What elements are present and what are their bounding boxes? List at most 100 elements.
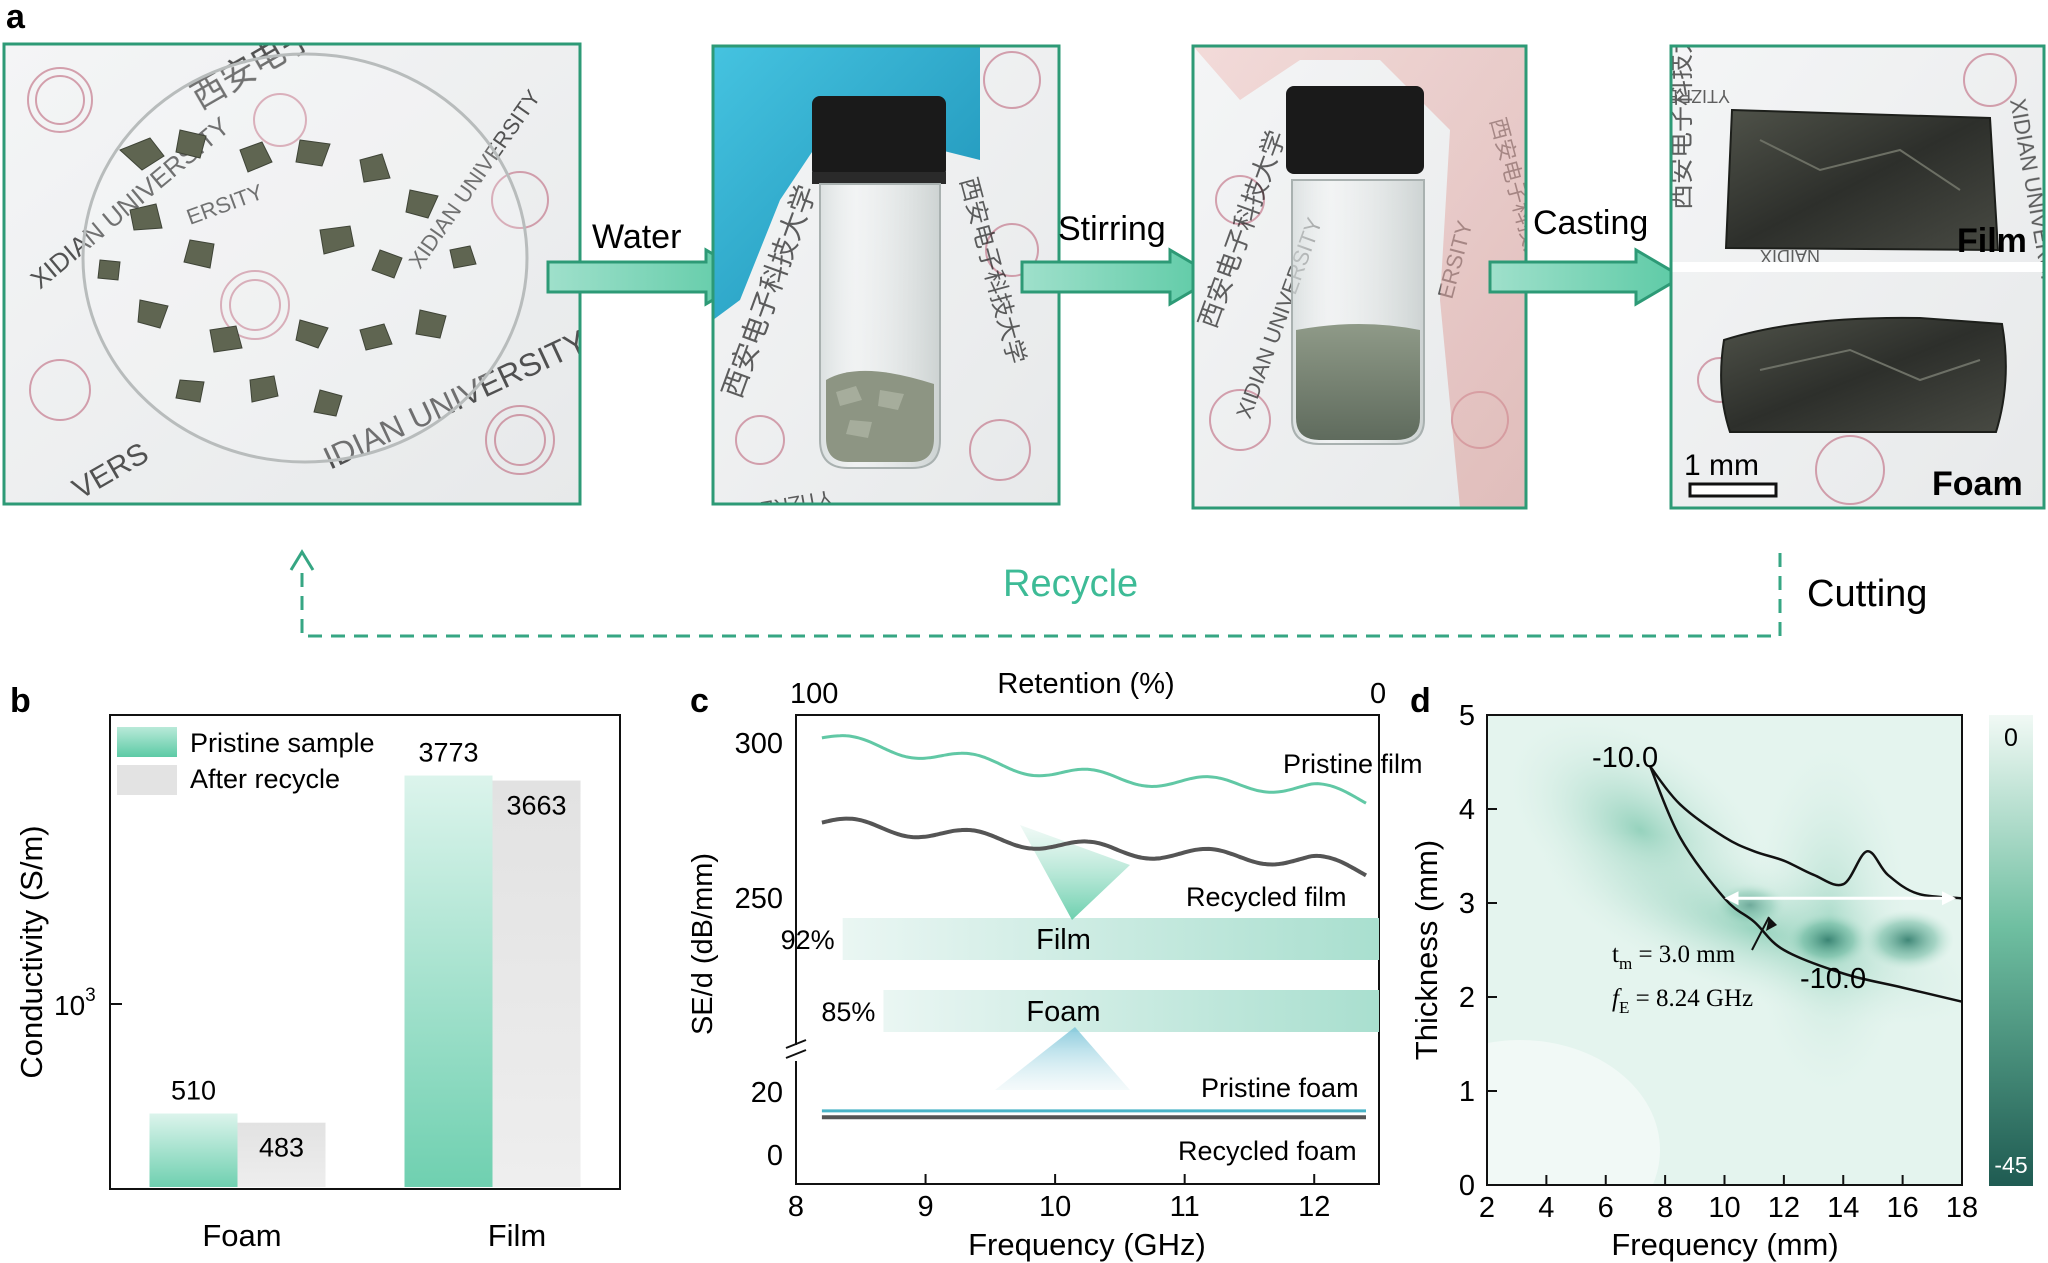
bar-foam-series-0 [149,1113,238,1187]
chart-b-ylabel: Conductivity (S/m) [14,825,49,1078]
heatmap-field [1487,715,1962,1185]
arrow-label-casting: Casting [1533,204,1648,242]
process-arrow-stirring: Stirring [1020,210,1219,307]
annotation-frequency: fE = 8.24 GHz [1612,985,1753,1017]
retention-bar-label: Film [1036,924,1091,956]
x-tick-label: 6 [1598,1192,1614,1224]
photo-vial-with-slurry: 西安电子科技大学 XIDIAN UNIVERSITY 西安电子科技大学 ERSI… [1191,44,1528,510]
panel-letter-d: d [1410,682,1431,720]
retention-value-label: 92% [781,925,835,955]
contour-upper [1649,765,1963,900]
y-tick-label: 3 [1459,888,1475,920]
panel-letter-a: a [6,0,26,36]
panel-d-heatmap: -10.0 -10.0 tm = 3.0 mm fE = 8.24 GHz 2 4 6 8 1… [1409,700,2033,1262]
chart-c-top-tick-0: 0 [1370,678,1386,710]
x-tick-label: 2 [1479,1192,1495,1224]
photo-film-and-foam: 西安电子科技大学 XIDIAN UNIVERSITY YTIZREVINU NA… [1558,2,2046,510]
photo-vial-with-flakes: 西安电子科技大学 西安电子科技大学 YTIZREVINU NAIDIX [711,44,1061,506]
x-tick-label: 11 [1170,1191,1200,1223]
chart-d-ylabel: Thickness (mm) [1409,840,1444,1060]
retention-bar-label: Foam [1026,996,1100,1028]
bar-value-label: 3663 [506,791,566,821]
watermark-text: YTIZREVINU NAIDIX [1558,86,1730,106]
colorbar: 0 -45 [1989,715,2033,1186]
contour-lower [1649,766,1963,1003]
chart-b-category-foam: Foam [202,1218,281,1253]
x-tick-label: 12 [1298,1191,1330,1223]
retention-cone-foam [995,1027,1130,1090]
bar-value-label: 483 [259,1133,304,1163]
process-arrow-water: Water [546,218,755,307]
bar-film-series-1 [492,780,581,1187]
chart-b-legend: Pristine sample After recycle [117,727,375,795]
chart-c-ytick: 0 [767,1140,783,1172]
x-tick-label: 10 [1039,1191,1071,1223]
panel-c-line-chart: 92% Film 85% Foam Pristine film Recycled fil… [687,668,1423,1262]
y-tick-label: 4 [1459,794,1475,826]
matching-arrowhead-left [1724,891,1739,906]
x-tick-label: 8 [1657,1192,1673,1224]
series-label: Recycled film [1186,882,1347,912]
bar-value-label: 510 [171,1075,216,1105]
colorbar-max-label: 0 [2004,724,2018,752]
sample-label-foam: Foam [1932,465,2023,503]
line-recycled-film [821,816,1368,878]
x-tick-label: 8 [788,1191,804,1223]
chart-c-top-axis-label: Retention (%) [997,668,1174,700]
watermark-text: NAIDIX [1760,246,1820,266]
scale-bar [1688,482,1778,498]
y-tick-label: 2 [1459,982,1475,1014]
x-tick-label: 18 [1946,1192,1978,1224]
legend-swatch-after-recycle [117,765,177,795]
legend-swatch-pristine [117,727,177,757]
x-tick-label: 9 [917,1191,933,1223]
annotation-thickness: tm = 3.0 mm [1612,941,1736,973]
annotation-pointer [1751,916,1770,951]
process-arrow-casting: Casting [1488,204,1685,307]
series-label: Pristine foam [1201,1073,1359,1103]
scale-bar-label: 1 mm [1684,449,1759,482]
contour-label: -10.0 [1800,963,1866,995]
retention-value-label: 85% [821,997,875,1027]
chart-c-ylabel: SE/d (dB/mm) [687,853,719,1035]
cutting-label: Cutting [1807,573,1927,615]
colorbar-min-label: -45 [1994,1152,2027,1178]
legend-label-pristine: Pristine sample [190,728,375,758]
colorbar-scale [1989,715,2033,1186]
bar-film-series-0 [404,775,493,1187]
matching-arrowhead-right [1942,891,1956,906]
chart-b-category-film: Film [488,1218,547,1253]
chart-b-frame [109,714,621,1190]
sample-label-film: Film [1957,222,2027,260]
y-tick-label: 1 [1459,1076,1475,1108]
x-tick-label: 16 [1886,1192,1918,1224]
series-label: Recycled foam [1178,1136,1357,1166]
x-tick-label: 12 [1768,1192,1800,1224]
watermark-cn: 西安电子科技大学 [1666,2,1696,210]
series-label: Pristine film [1283,749,1423,779]
annotation-arrowhead [1766,917,1778,931]
arrow-label-water: Water [592,218,681,256]
panel-letter-c: c [690,682,709,720]
x-tick-label: 4 [1538,1192,1554,1224]
bar-value-label: 3773 [418,738,478,768]
recycle-loop: Recycle Cutting [289,549,1927,638]
chart-d-xlabel: Frequency (mm) [1611,1227,1838,1262]
line-pristine-film [821,734,1367,805]
panel-letter-b: b [10,682,31,720]
chart-c-top-tick-100: 100 [790,678,838,710]
contour-label: -10.0 [1592,742,1658,774]
chart-c-ytick: 20 [751,1077,783,1109]
panel-b-bar-chart: 510 483 3773 3663 103 Conductivity (S/m) Fo… [14,714,621,1253]
chart-c-xlabel: Frequency (GHz) [968,1227,1206,1262]
y-tick-label: 0 [1459,1170,1475,1202]
chart-c-axis-break [785,1039,807,1061]
chart-c-ytick: 300 [735,728,783,760]
y-tick-label: 5 [1459,700,1475,732]
panel-a: 西安电子科技大学 XIDIAN UNIVERSITY IDIAN UNIVERS… [2,2,2046,638]
x-tick-label: 14 [1827,1192,1859,1224]
retention-bar-foam [883,990,1379,1032]
arrow-label-stirring: Stirring [1058,210,1166,248]
x-tick-label: 10 [1708,1192,1740,1224]
